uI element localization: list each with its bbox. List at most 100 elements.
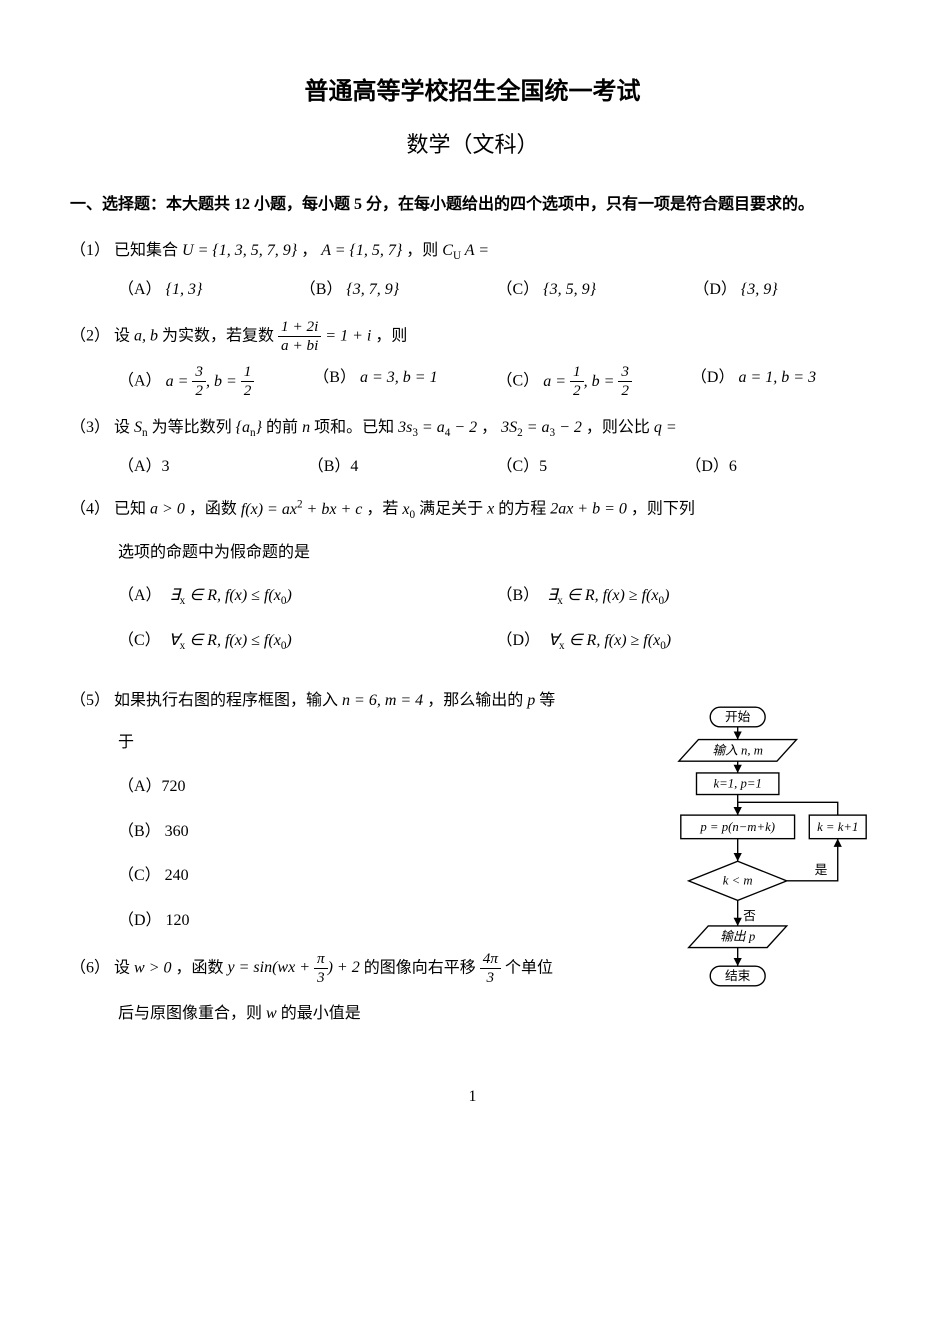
q4-text-c: ，若 [366,501,398,518]
q2-stem: （2） 设 a, b 为实数，若复数 1 + 2ia + bi = 1 + i … [70,318,875,355]
q1-text-b: ，则 [406,242,438,259]
q5-input: n = 6, m = 4 [342,692,423,709]
q1-b-val: {3, 7, 9} [346,281,399,298]
q2-b-val: a = 3, b = 1 [360,369,438,386]
q2-text-c: ，则 [375,327,407,344]
q2-text-a: 设 [114,327,130,344]
q2-frac-num: 1 + 2i [278,318,321,337]
q1-a-val: {1, 3} [166,281,203,298]
q6-w: w > 0 [134,959,171,976]
q3-eq2: 3S2 = a3 − 2 [501,419,582,436]
q2-c-f1d: 2 [570,382,584,400]
q3-an: {an} [236,419,262,436]
q2-a-val: a = 32, b = 12 [166,373,255,390]
q6-w2: w [266,1005,277,1022]
subtitle: 数学（文科） [70,124,875,166]
q3-q: q = [654,419,677,436]
question-4: （4） 已知 a > 0 ，函数 f(x) = ax2 + bx + c ，若 … [70,494,875,661]
q4-b-val: ∃x ∈ R, f(x) ≥ f(x0) [547,587,669,604]
q6-text-a: 设 [114,959,130,976]
page-number: 1 [70,1082,875,1112]
q1-choices: （A） {1, 3} （B） {3, 7, 9} （C） {3, 5, 9} （… [70,275,875,305]
q2-b-label: （B） [313,369,356,386]
svg-text:k=1, p=1: k=1, p=1 [714,776,762,790]
svg-text:开始: 开始 [725,710,751,724]
q5-choice-c: （C） 240 [70,861,620,891]
q4-a-label: （A） [118,587,162,604]
q3-choice-b: （B）4 [308,452,497,482]
q3-n: n [302,419,310,436]
q6-y: y = sin(wx + π3) + 2 [228,959,360,976]
q3-choice-c: （C）5 [497,452,686,482]
q3-comma: ， [481,419,497,436]
q2-c-f2n: 3 [618,363,632,382]
q1-set-a: A = {1, 5, 7} [321,242,402,259]
q6-stem-2: 后与原图像重合，则 w 的最小值是 [70,999,620,1029]
q4-stem-2: 选项的命题中为假命题的是 [70,538,875,568]
question-1: （1） 已知集合 U = {1, 3, 5, 7, 9} ， A = {1, 5… [70,236,875,306]
svg-text:否: 否 [743,909,756,923]
q2-c-f1n: 1 [570,363,584,382]
q6-pi3n: π [314,950,328,969]
q1-c-val: {3, 5, 9} [543,281,596,298]
q2-a-f1n: 3 [192,363,206,382]
q3-choices: （A）3 （B）4 （C）5 （D）6 [70,452,875,482]
flowchart-diagram: 否是开始输入 n, mk=1, p=1p = p(n−m+k)k = k+1k … [620,674,875,1019]
q2-c-label: （C） [497,373,540,390]
q5-stem-2: 于 [70,728,620,758]
q1-c-label: （C） [497,281,540,298]
q3-text-d: 项和。已知 [314,419,394,436]
q5-choice-a: （A）720 [70,772,620,802]
q2-c-val: a = 12, b = 32 [543,373,632,390]
q5-text-b: ，那么输出的 [427,692,523,709]
q6-pi3d: 3 [314,969,328,987]
q3-num: （3） [70,419,110,436]
section-header: 一、选择题：本大题共 12 小题，每小题 5 分，在每小题给出的四个选项中，只有… [70,190,875,220]
q2-a-f2d: 2 [241,382,255,400]
q2-fraction: 1 + 2ia + bi [278,318,321,355]
q6-text-f: 的最小值是 [281,1005,361,1022]
svg-text:k = k+1: k = k+1 [817,819,858,833]
q6-text-c: 的图像向右平移 [364,959,476,976]
q2-d-label: （D） [691,369,735,386]
q3-choice-d: （D）6 [685,452,875,482]
q1-d-val: {3, 9} [741,281,778,298]
question-2: （2） 设 a, b 为实数，若复数 1 + 2ia + bi = 1 + i … [70,318,875,401]
q2-c-f2d: 2 [618,382,632,400]
q4-fx: f(x) = ax2 + bx + c [241,501,363,518]
q4-choices-1: （A） ∃x ∈ R, f(x) ≤ f(x0) （B） ∃x ∈ R, f(x… [70,577,875,616]
q4-choice-c: （C） ∀x ∈ R, f(x) ≤ f(x0) [118,626,497,657]
q2-choice-b: （B） a = 3, b = 1 [313,363,496,400]
q2-choice-d: （D） a = 1, b = 3 [691,363,875,400]
q3-text-a: 设 [114,419,130,436]
q1-choice-d: （D） {3, 9} [693,275,875,305]
q1-b-label: （B） [300,281,343,298]
q3-text-c: 的前 [266,419,298,436]
q5-p: p [527,692,535,709]
q3-sn: Sn [134,419,148,436]
q4-cond1: a > 0 [150,501,185,518]
q2-a-f2n: 1 [241,363,255,382]
svg-text:结束: 结束 [725,968,751,982]
q2-d-val: a = 1, b = 3 [738,369,816,386]
q4-a-val: ∃x ∈ R, f(x) ≤ f(x0) [170,587,292,604]
q3-eq1: 3s3 = a4 − 2 [398,419,477,436]
q4-d-label: （D） [497,632,541,649]
q3-text-e: ，则公比 [586,419,650,436]
main-title: 普通高等学校招生全国统一考试 [70,70,875,116]
q3-choice-a: （A）3 [118,452,308,482]
q2-a-f1d: 2 [192,382,206,400]
q5-num: （5） [70,692,110,709]
q4-c-label: （C） [118,632,161,649]
question-5: （5） 如果执行右图的程序框图，输入 n = 6, m = 4 ，那么输出的 p… [70,686,620,936]
q2-num: （2） [70,327,110,344]
question-3: （3） 设 Sn 为等比数列 {an} 的前 n 项和。已知 3s3 = a4 … [70,413,875,483]
q4-text-e: 的方程 [498,501,546,518]
q1-comma: ， [301,242,317,259]
svg-text:输入 n, m: 输入 n, m [712,743,763,757]
q2-ab: a, b [134,327,158,344]
q2-choice-c: （C） a = 12, b = 32 [497,363,691,400]
svg-text:输出 p: 输出 p [720,929,755,943]
q6-text-b: ，函数 [176,959,224,976]
svg-text:p = p(n−m+k): p = p(n−m+k) [699,819,775,833]
